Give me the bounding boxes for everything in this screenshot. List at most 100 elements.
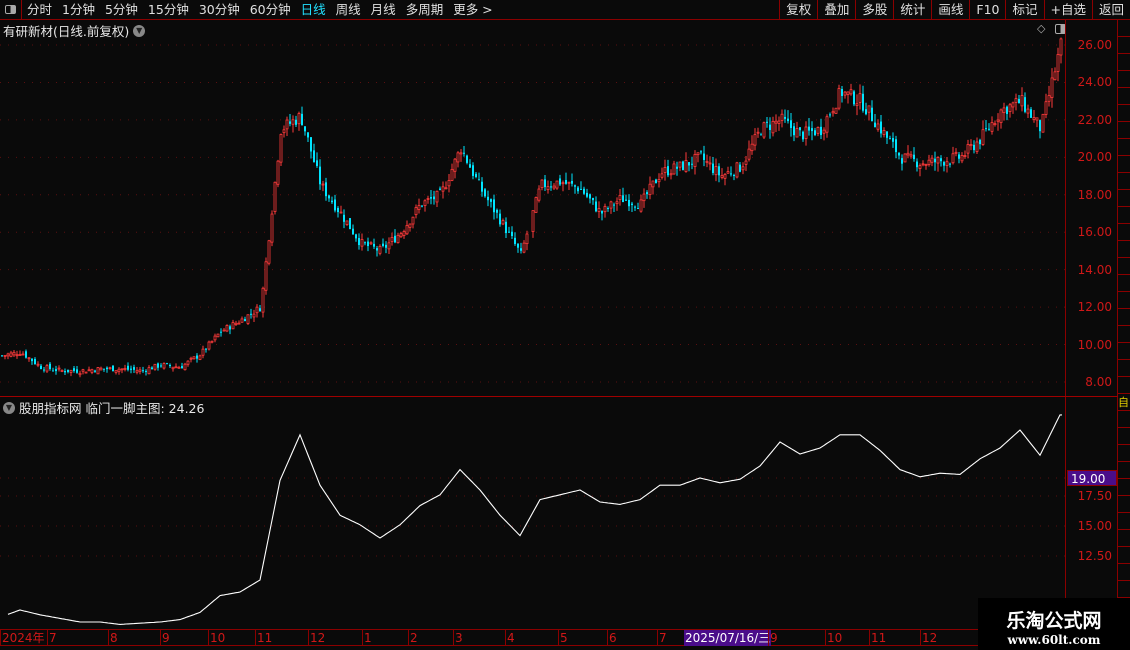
candle-body [720,175,724,178]
side-cell[interactable] [1118,530,1130,547]
candle-body [744,160,748,165]
candle-body [723,173,727,179]
tab-period-2[interactable]: 5分钟 [104,1,138,17]
watermark-name: 乐淘公式网 [1006,610,1102,632]
side-cell[interactable] [1118,54,1130,71]
side-cell[interactable] [1118,309,1130,326]
tab-period-1[interactable]: 1分钟 [62,1,95,17]
candle-body [349,218,351,230]
toolbar-button-0[interactable]: 复权 [779,0,817,20]
time-label: 12 [308,630,326,646]
candle-body [886,131,888,138]
candlestick-chart[interactable] [0,0,1065,395]
side-cell[interactable] [1118,581,1130,598]
side-cell[interactable] [1118,275,1130,292]
panel-divider[interactable] [0,396,1118,397]
side-cell[interactable] [1118,428,1130,445]
toolbar-button-8[interactable]: 返回 [1091,0,1130,20]
tab-period-9[interactable]: 多周期 [405,1,444,17]
side-cell[interactable] [1118,411,1130,428]
tab-period-3[interactable]: 15分钟 [147,1,189,17]
candle-body [289,121,291,124]
side-cell[interactable] [1118,547,1130,564]
candle-body [310,137,312,152]
side-cell[interactable] [1118,377,1130,394]
candle-body [360,239,364,247]
candle-body [756,131,760,134]
diamond-icon[interactable]: ◇ [1037,22,1046,35]
side-cell[interactable] [1118,105,1130,122]
side-cell[interactable] [1118,564,1130,581]
candle-body [106,367,108,370]
candle-body [625,199,627,201]
side-cell[interactable] [1118,343,1130,360]
toolbar: 分时 1分钟 5分钟 15分钟 30分钟 60分钟 日线 周线 月线 多周期 更多 > 复权 叠加 多股… [0,0,1130,20]
tab-period-7[interactable]: 周线 [335,1,361,17]
candle-body [189,357,193,360]
side-cell[interactable] [1118,156,1130,173]
side-cell[interactable] [1118,20,1130,37]
toolbar-button-4[interactable]: 画线 [931,0,969,20]
candle-body [841,89,843,96]
indicator-chart[interactable] [0,0,1065,650]
side-cell[interactable] [1118,292,1130,309]
side-cell[interactable] [1118,241,1130,258]
tab-period-6[interactable]: 日线 [300,1,326,17]
candle-body [531,210,535,232]
tab-period-10[interactable]: 更多 > [453,1,493,17]
tab-period-4[interactable]: 30分钟 [198,1,240,17]
side-cell[interactable] [1118,445,1130,462]
toolbar-button-2[interactable]: 多股 [855,0,893,20]
candle-body [597,208,601,212]
candle-body [784,116,786,119]
side-cell[interactable] [1118,139,1130,156]
side-cell[interactable] [1118,71,1130,88]
indicator-tick: 15.00 [1077,519,1112,533]
side-cell[interactable] [1118,513,1130,530]
chevron-down-icon[interactable]: ▼ [3,401,15,414]
side-cell[interactable] [1118,360,1130,377]
chevron-down-icon[interactable]: ▼ [133,24,146,37]
side-cell[interactable] [1118,88,1130,105]
side-cell[interactable] [1118,496,1130,513]
side-cell[interactable] [1118,37,1130,54]
candle-body [166,363,168,365]
side-cell[interactable] [1118,479,1130,496]
side-cell[interactable] [1118,207,1130,224]
candle-body [586,192,588,197]
candle-body [285,119,289,130]
candle-body [963,155,967,157]
candle-body [295,119,297,125]
side-cell[interactable] [1118,224,1130,241]
side-cell[interactable] [1118,258,1130,275]
side-cell[interactable] [1118,122,1130,139]
toolbar-button-1[interactable]: 叠加 [817,0,855,20]
candle-body [774,120,778,124]
side-info-strip[interactable]: 自 [1118,20,1130,628]
candle-body [40,365,42,370]
candle-body [36,363,40,366]
candle-body [771,120,775,134]
tab-period-5[interactable]: 60分钟 [249,1,291,17]
candle-body [940,158,942,162]
side-cell[interactable] [1118,462,1130,479]
toolbar-button-6[interactable]: 标记 [1005,0,1043,20]
time-label: 2025/07/16/三 [684,630,772,646]
toolbar-button-5[interactable]: F10 [969,0,1005,20]
layout-toggle-button[interactable] [0,0,22,20]
side-cell[interactable] [1118,190,1130,207]
time-label: 10 [208,630,226,646]
candle-body [973,144,975,151]
candle-body [229,326,231,330]
side-cell[interactable] [1118,326,1130,343]
toolbar-button-7[interactable]: +自选 [1043,0,1092,20]
tab-period-0[interactable]: 分时 [27,1,53,17]
side-cell[interactable] [1118,173,1130,190]
candle-body [574,185,576,187]
candle-body [387,242,391,250]
toolbar-button-3[interactable]: 统计 [893,0,931,20]
candle-body [250,313,252,315]
side-cell[interactable]: 自 [1118,396,1130,411]
candle-body [609,201,613,209]
tab-period-8[interactable]: 月线 [370,1,396,17]
